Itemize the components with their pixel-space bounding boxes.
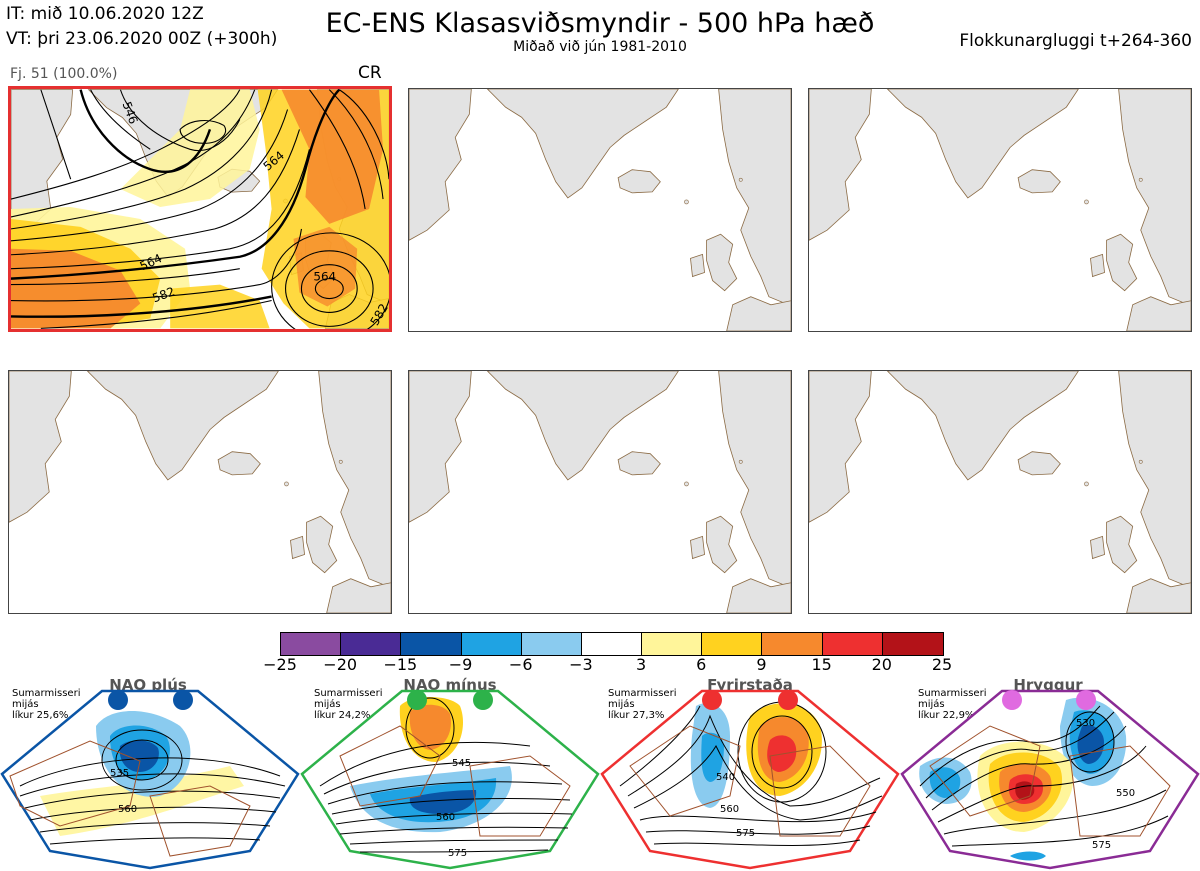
regime-note: Sumarmisseri mijás líkur 24,2% bbox=[314, 688, 383, 721]
regime-title: Fyrirstaða bbox=[707, 676, 793, 694]
colorbar-segment bbox=[581, 633, 643, 655]
cluster-map-5[interactable] bbox=[408, 370, 792, 614]
colorbar-segment bbox=[341, 633, 402, 655]
colorbar-segment bbox=[642, 633, 703, 655]
colorbar-segment bbox=[521, 633, 582, 655]
regime-contour-label: 550 bbox=[1116, 788, 1135, 799]
member-count-label: Fj. 51 (100.0%) bbox=[10, 66, 118, 82]
regime-map: 530 550 575 bbox=[900, 689, 1200, 870]
anomaly-shade bbox=[293, 226, 358, 307]
regime-nao-plus[interactable]: Sumarmisseri mijás líkur 25,6% NAO plús bbox=[0, 676, 300, 871]
regime-map: 535 560 bbox=[0, 689, 300, 870]
bold-contours bbox=[11, 89, 341, 318]
cluster-map-6[interactable] bbox=[808, 370, 1192, 614]
regime-title: NAO mínus bbox=[403, 676, 497, 694]
regime-ridge[interactable]: Sumarmisseri mijás líkur 22,9% Hryggur bbox=[900, 676, 1200, 871]
regime-note: Sumarmisseri mijás líkur 22,9% bbox=[918, 688, 987, 721]
cluster-map-2[interactable] bbox=[408, 88, 792, 332]
anomaly-shade bbox=[170, 284, 270, 329]
colorbar-segment bbox=[822, 633, 883, 655]
regime-contour-label: 575 bbox=[1092, 840, 1111, 851]
cluster-map-4[interactable] bbox=[8, 370, 392, 614]
regime-contour-label: 575 bbox=[448, 848, 467, 859]
regime-title: Hryggur bbox=[1013, 676, 1083, 694]
colorbar-segment bbox=[461, 633, 522, 655]
colorbar-tick-label: −9 bbox=[448, 655, 473, 674]
anomaly-colorbar bbox=[280, 632, 944, 656]
valid-time: VT: þri 23.06.2020 00Z (+300h) bbox=[6, 29, 278, 49]
regime-contour-label: 545 bbox=[452, 758, 471, 769]
regime-contour-label: 560 bbox=[118, 804, 137, 815]
cluster-map-main-svg: 564 564 564 582 546 582 bbox=[11, 89, 389, 329]
colorbar-segment bbox=[401, 633, 462, 655]
colorbar-tick-label: 3 bbox=[635, 655, 647, 674]
colorbar-tick-label: 25 bbox=[931, 655, 953, 674]
regime-note: Sumarmisseri mijás líkur 25,6% bbox=[12, 688, 81, 721]
anomaly-shade bbox=[281, 89, 384, 224]
colorbar-tick-label: −3 bbox=[569, 655, 593, 674]
page-title: EC-ENS Klasasviðsmyndir - 500 hPa hæð bbox=[325, 8, 875, 39]
regime-map: 540 560 575 bbox=[600, 689, 900, 870]
regime-strip: Sumarmisseri mijás líkur 25,6% NAO plús bbox=[0, 676, 1200, 871]
regime-contour-label: 540 bbox=[716, 772, 735, 783]
colorbar-segment bbox=[281, 633, 342, 655]
regime-contour-label: 575 bbox=[736, 828, 755, 839]
colorbar-tick-label: 20 bbox=[871, 655, 892, 674]
page-subtitle: Miðað við jún 1981-2010 bbox=[513, 39, 687, 55]
colorbar-tick-label: −20 bbox=[323, 655, 358, 674]
regime-code: CR bbox=[358, 63, 382, 83]
colorbar-tick-label: −6 bbox=[508, 655, 533, 674]
regime-contour-label: 530 bbox=[1076, 718, 1095, 729]
regime-title: NAO plús bbox=[109, 676, 187, 694]
regime-contour-label: 560 bbox=[436, 812, 455, 823]
cluster-map-main[interactable]: 564 564 564 582 546 582 bbox=[8, 86, 392, 332]
colorbar-tick-label: 9 bbox=[756, 655, 767, 674]
regime-map: 545 560 575 bbox=[300, 689, 600, 870]
regime-contour-label: 560 bbox=[720, 804, 739, 815]
regime-note: Sumarmisseri mijás líkur 27,3% bbox=[608, 688, 677, 721]
colorbar-segment bbox=[762, 633, 823, 655]
cluster-map-3[interactable] bbox=[808, 88, 1192, 332]
init-time: IT: mið 10.06.2020 12Z bbox=[6, 4, 204, 24]
classification-window: Flokkunargluggi t+264-360 bbox=[959, 31, 1192, 51]
colorbar-segment bbox=[702, 633, 763, 655]
colorbar-segment bbox=[882, 633, 943, 655]
colorbar-tick-label: 15 bbox=[811, 655, 832, 674]
colorbar-tick-label: −15 bbox=[383, 655, 418, 674]
anomaly-shade bbox=[11, 248, 141, 329]
height-contours bbox=[11, 89, 389, 329]
colorbar-tick-label: −25 bbox=[263, 655, 297, 674]
regime-nao-minus[interactable]: Sumarmisseri mijás líkur 24,2% NAO mínus bbox=[300, 676, 600, 871]
regime-blocking[interactable]: Sumarmisseri mijás líkur 27,3% Fyrirstaða bbox=[600, 676, 900, 871]
anomaly-shade bbox=[200, 226, 262, 279]
regime-contour-label: 535 bbox=[110, 768, 129, 779]
contour-label: 564 bbox=[313, 270, 336, 284]
colorbar-ticks: −25 −20 −15 −9 −6 −3 3 6 9 15 20 25 bbox=[0, 655, 1200, 675]
colorbar-tick-label: 6 bbox=[696, 655, 707, 674]
